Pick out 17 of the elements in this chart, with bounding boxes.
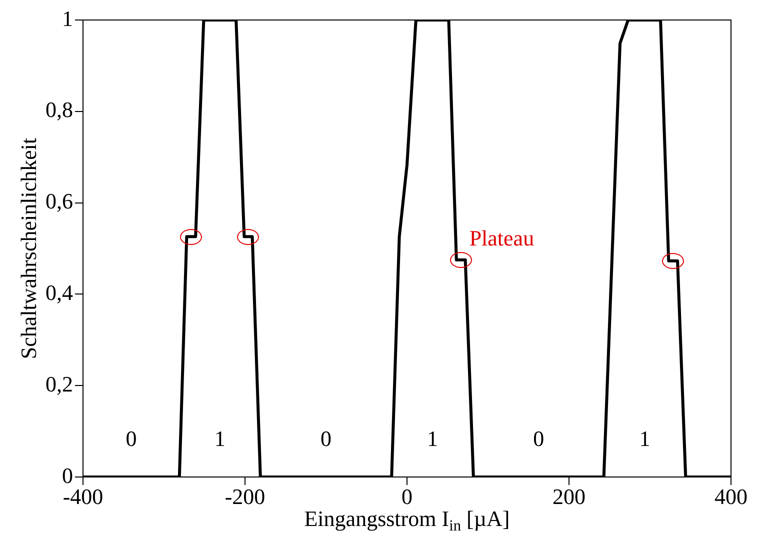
annotation: 0	[533, 426, 544, 451]
y-tick-label: 0,4	[46, 280, 73, 305]
y-axis-title: Schaltwahrscheinlichkeit	[16, 138, 41, 360]
annotation: 1	[639, 426, 650, 451]
x-tick-label: 0	[402, 484, 412, 509]
y-tick-label: 0,2	[46, 371, 73, 396]
annotation: 1	[214, 426, 226, 451]
x-tick-label: 400	[714, 484, 748, 509]
annotation: Plateau	[469, 226, 534, 251]
annotation: 1	[427, 426, 438, 451]
x-tick-label: -200	[224, 484, 266, 509]
y-tick-label: 0,8	[46, 97, 73, 122]
annotation: 0	[320, 426, 332, 451]
x-tick-label: 200	[552, 484, 586, 509]
y-tick-label: 1	[62, 6, 73, 31]
y-tick-label: 0,6	[46, 188, 73, 214]
annotation: 0	[126, 426, 137, 451]
